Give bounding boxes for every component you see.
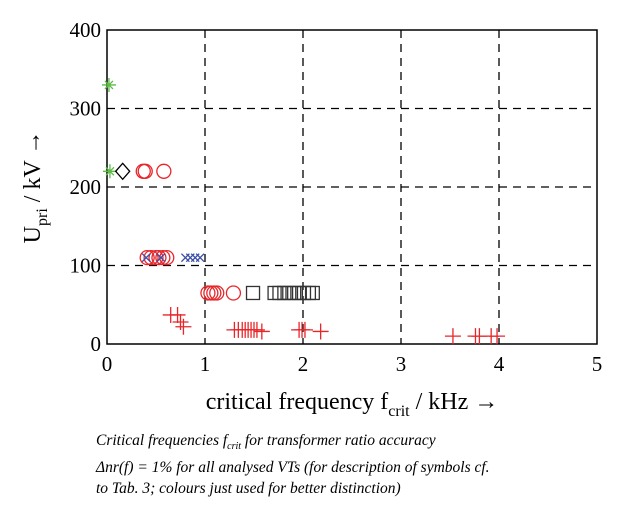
plus-marker xyxy=(172,314,189,331)
plot-frame xyxy=(106,29,598,345)
plus-marker xyxy=(444,328,461,345)
circle-marker xyxy=(159,249,175,266)
circle-marker xyxy=(206,285,222,301)
plus-marker xyxy=(169,306,186,323)
x-tick-label: 4 xyxy=(494,352,505,376)
x-marker xyxy=(195,253,205,263)
square-marker xyxy=(287,285,302,301)
x-marker xyxy=(156,253,166,263)
asterisk-marker xyxy=(102,164,117,179)
square-marker xyxy=(305,285,320,301)
square-marker xyxy=(245,285,261,301)
circle-marker xyxy=(156,163,172,179)
square-marker xyxy=(267,285,282,301)
diamond-marker xyxy=(114,162,131,181)
x-axis-label: critical frequency fcrit / kHz → xyxy=(206,389,499,420)
x-marker xyxy=(141,253,151,263)
asterisk-marker xyxy=(101,77,116,92)
y-tick-label: 100 xyxy=(70,254,102,278)
square-marker xyxy=(282,285,297,301)
circle-marker xyxy=(143,249,159,266)
x-tick-label: 2 xyxy=(298,352,309,376)
x-tick-label: 0 xyxy=(102,352,113,376)
square-marker xyxy=(272,285,287,301)
y-tick-label: 200 xyxy=(70,175,102,199)
circle-marker xyxy=(209,285,225,301)
square-marker xyxy=(296,285,312,301)
plus-marker xyxy=(312,323,329,340)
y-tick-label: 400 xyxy=(70,18,102,42)
figure-caption: Critical frequencies fcrit for transform… xyxy=(96,432,490,498)
circle-marker xyxy=(137,163,153,179)
y-axis-label: Upri / kV → xyxy=(20,131,51,244)
circle-marker xyxy=(139,249,155,266)
x-tick-label: 1 xyxy=(200,352,211,376)
scatter-chart: 0 1 2 3 4 5 0 100 200 300 400 critical frequency f… xyxy=(20,18,603,420)
circle-marker xyxy=(200,285,216,301)
x-tick-label: 5 xyxy=(592,352,603,376)
y-tick-label: 0 xyxy=(91,332,102,356)
plus-marker xyxy=(253,323,270,340)
plus-marker xyxy=(175,318,192,335)
circle-marker xyxy=(225,285,242,301)
x-tick-label: 3 xyxy=(396,352,407,376)
plus-marker xyxy=(296,321,313,338)
circle-marker xyxy=(155,249,171,266)
circle-marker xyxy=(203,285,219,301)
circle-marker xyxy=(151,249,167,266)
square-marker xyxy=(277,285,292,301)
y-tick-label: 300 xyxy=(70,97,102,121)
square-marker xyxy=(301,285,317,301)
plus-marker xyxy=(489,328,506,345)
